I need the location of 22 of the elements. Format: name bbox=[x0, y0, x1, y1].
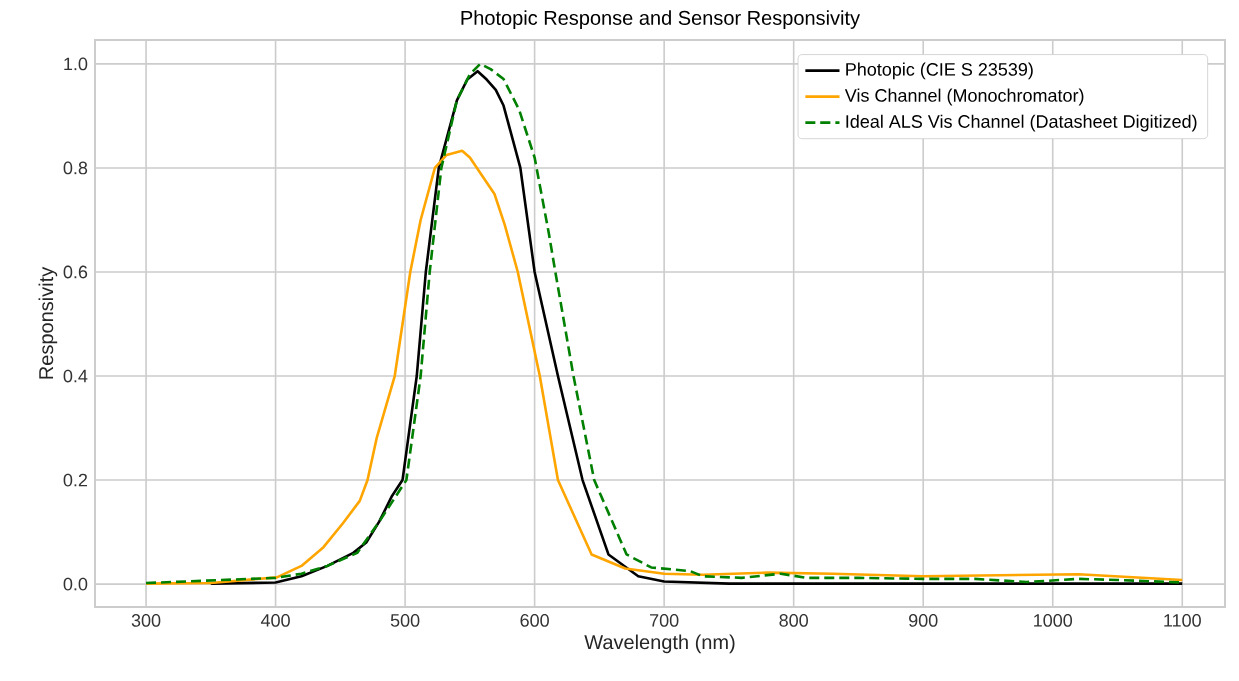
x-tick-label: 1100 bbox=[1164, 614, 1201, 627]
y-tick-label: 0.6 bbox=[63, 265, 88, 279]
x-axis-title: Wavelength (nm) bbox=[584, 634, 735, 654]
x-tick-label: 900 bbox=[909, 614, 938, 627]
x-tick-label: 1000 bbox=[1034, 614, 1073, 627]
y-axis-title: Responsivity bbox=[38, 266, 58, 379]
x-tick-label: 700 bbox=[650, 614, 679, 627]
legend-label: Ideal ALS Vis Channel (Datasheet Digitized) bbox=[846, 114, 1197, 132]
line-series bbox=[144, 149, 1184, 585]
y-tick-label: 0.0 bbox=[63, 577, 88, 591]
chart-title: Photopic Response and Sensor Responsivity bbox=[461, 10, 861, 29]
y-tick-label: 0.2 bbox=[63, 473, 88, 487]
y-tick-label: 0.4 bbox=[63, 369, 88, 383]
legend-label: Vis Channel (Monochromator) bbox=[844, 88, 1084, 106]
x-tick-label: 600 bbox=[520, 614, 549, 627]
x-tick-label: 500 bbox=[390, 614, 420, 627]
x-tick-label: 300 bbox=[131, 614, 161, 627]
x-tick-label: 400 bbox=[260, 614, 290, 627]
y-tick-label: 0.8 bbox=[63, 161, 88, 175]
x-tick-label: 800 bbox=[779, 614, 808, 627]
legend-label: Photopic (CIE S 23539) bbox=[846, 62, 1033, 80]
y-tick-label: 1.0 bbox=[64, 57, 88, 71]
